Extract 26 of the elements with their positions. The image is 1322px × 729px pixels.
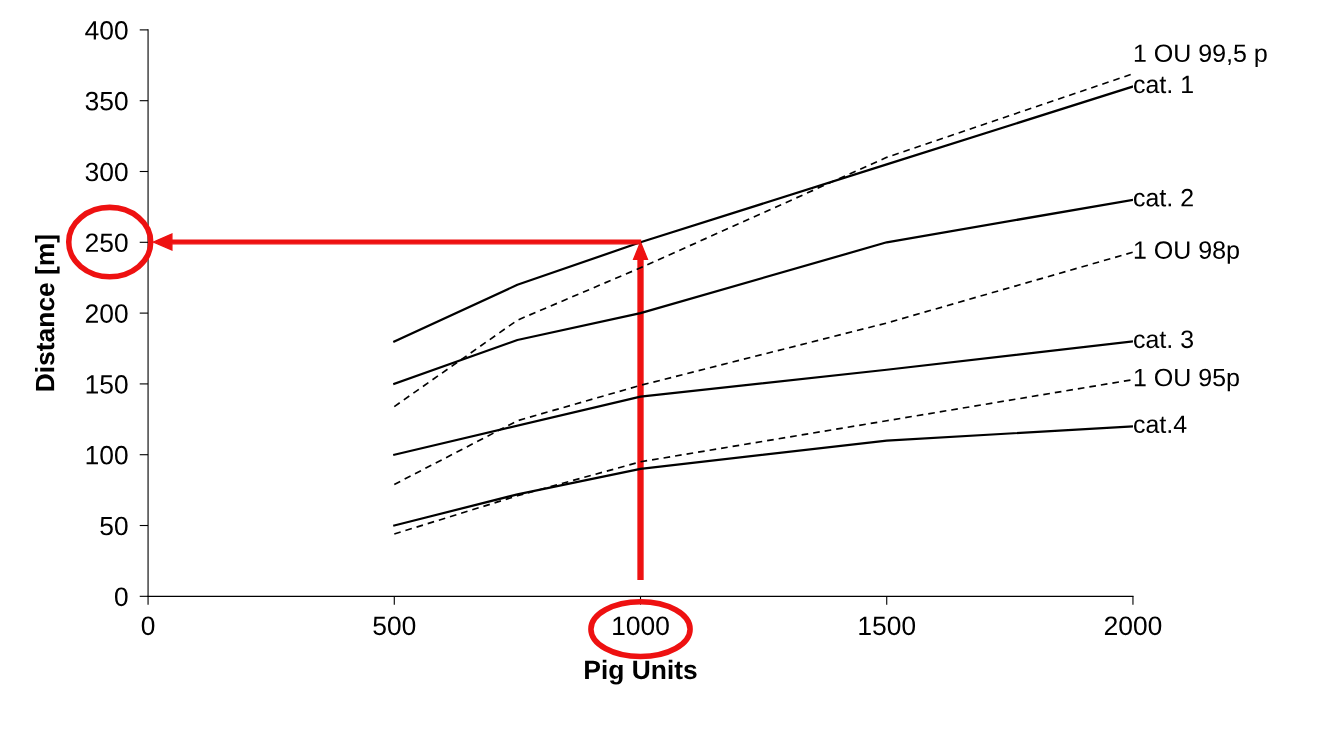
series-label: 1 OU 99,5 p [1134,44,1267,68]
y-tick-label: 150 [86,375,128,394]
y-axis-title: Distance [m] [35,235,60,391]
x-axis-title: Pig Units [585,659,697,685]
series-label: 1 OU 95p [1134,368,1239,392]
y-tick-label: 0 [114,587,128,607]
line-series [393,251,1133,486]
series-label: cat. 3 [1134,330,1193,349]
y-tick-label: 350 [85,91,128,111]
y-tick-label: 250 [85,233,128,253]
line-series [393,378,1133,535]
line-series [393,72,1133,408]
y-tick-label: 400 [85,21,128,40]
series-label: cat.4 [1134,415,1187,434]
x-tick-label: 500 [373,616,416,636]
x-tick-label: 2000 [1104,616,1162,636]
series-label: cat. 1 [1134,75,1193,94]
series-label: 1 OU 98p [1134,241,1239,264]
y-tick-label: 300 [85,162,128,182]
y-tick-label: 50 [100,516,128,536]
y-tick-label: 200 [85,304,128,323]
x-tick-label: 1000 [613,616,669,636]
x-tick-label: 0 [141,616,155,636]
y-tick-label: 100 [86,445,128,465]
series-label: cat. 2 [1134,188,1193,207]
x-tick-label: 1500 [859,616,916,636]
